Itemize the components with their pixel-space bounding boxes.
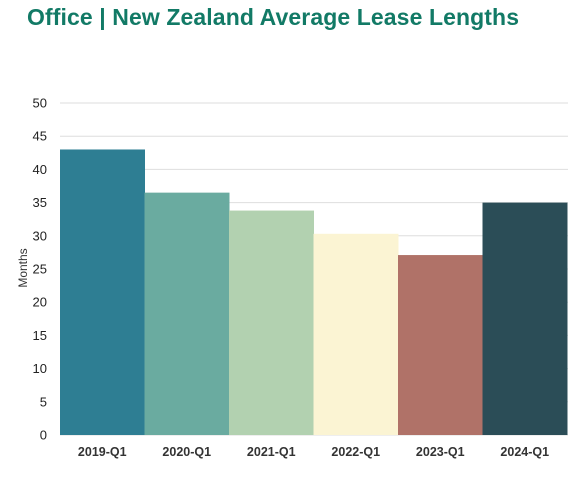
x-tick-label: 2024-Q1: [500, 445, 549, 459]
x-tick-label: 2020-Q1: [162, 445, 211, 459]
y-tick-label: 25: [33, 262, 47, 277]
y-tick-label: 30: [33, 228, 47, 243]
bar-2021-Q1: [229, 210, 314, 435]
y-axis-title: Months: [16, 248, 30, 287]
y-tick-label: 5: [40, 394, 47, 409]
x-tick-label: 2021-Q1: [247, 445, 296, 459]
x-tick-label: 2022-Q1: [331, 445, 380, 459]
bar-2024-Q1: [482, 202, 568, 435]
y-tick-label: 15: [33, 328, 47, 343]
bars: [60, 149, 568, 436]
y-tick-label: 20: [33, 295, 47, 310]
chart-title: Office | New Zealand Average Lease Lengt…: [27, 4, 520, 30]
bar-2019-Q1: [60, 149, 145, 436]
y-tick-label: 35: [33, 195, 47, 210]
x-tick-labels: 2019-Q1 2020-Q1 2021-Q1 2022-Q1 2023-Q1 2024-…: [78, 445, 549, 459]
y-tick-labels: 0 5 10 15 20 25 30 35 40 45 50: [33, 96, 47, 443]
bar-2023-Q1: [398, 255, 483, 435]
y-tick-label: 10: [33, 361, 47, 376]
bar-2020-Q1: [144, 192, 230, 435]
bar-2022-Q1: [313, 233, 399, 435]
x-tick-label: 2019-Q1: [78, 445, 127, 459]
y-tick-label: 50: [33, 96, 47, 111]
x-tick-label: 2023-Q1: [416, 445, 465, 459]
y-tick-label: 0: [40, 428, 47, 443]
y-tick-label: 40: [33, 162, 47, 177]
y-tick-label: 45: [33, 129, 47, 144]
